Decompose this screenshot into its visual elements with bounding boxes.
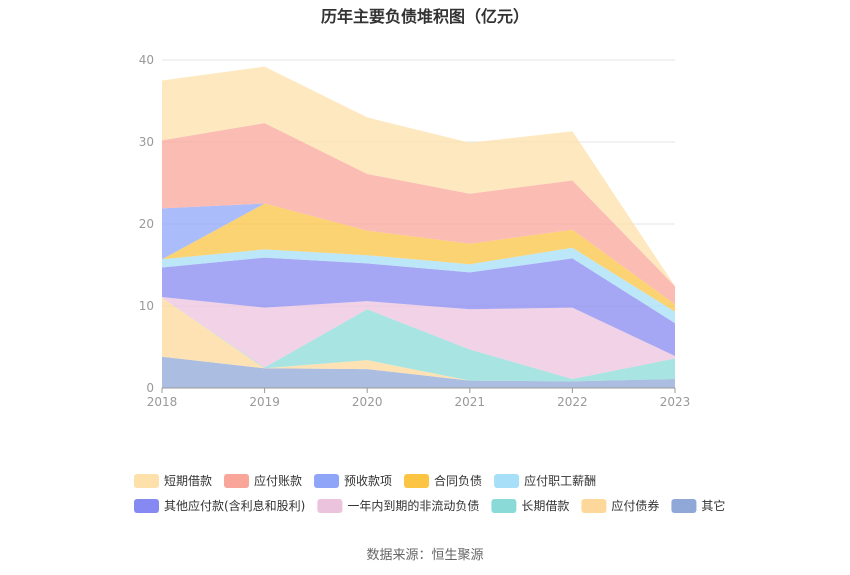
x-tick-label: 2021 — [455, 395, 486, 409]
legend-swatch — [491, 499, 517, 513]
legend-label: 应付职工薪酬 — [524, 473, 596, 488]
legend-label: 其他应付款(含利息和股利) — [164, 498, 305, 513]
area-series-2 — [162, 297, 675, 382]
y-tick-label: 0 — [146, 381, 154, 395]
legend-label: 一年内到期的非流动负债 — [347, 498, 479, 513]
legend-item[interactable]: 应付职工薪酬 — [494, 473, 596, 488]
x-tick-label: 2023 — [660, 395, 691, 409]
legend-item[interactable]: 应付账款 — [224, 473, 302, 488]
legend-swatch — [224, 474, 250, 488]
area-series-3 — [162, 297, 675, 379]
area-series-5 — [162, 247, 675, 324]
legend-label: 其它 — [701, 498, 725, 513]
legend-item[interactable]: 预收款项 — [314, 474, 392, 488]
legend-label: 预收款项 — [344, 474, 392, 488]
area-series-9 — [162, 66, 675, 287]
legend-swatch — [134, 499, 159, 513]
area-series-7 — [162, 203, 675, 305]
y-tick-label: 10 — [139, 299, 154, 313]
legend-label: 应付账款 — [254, 473, 302, 488]
legend-label: 短期借款 — [164, 474, 212, 488]
legend-label: 长期借款 — [521, 499, 569, 513]
legend-swatch — [581, 499, 607, 513]
legend-item[interactable]: 其它 — [671, 498, 725, 513]
chart-title: 历年主要负债堆积图（亿元） — [321, 7, 529, 26]
y-tick-label: 30 — [139, 135, 154, 149]
legend-swatch — [671, 499, 697, 513]
x-tick-label: 2022 — [557, 395, 588, 409]
legend-swatch — [314, 474, 340, 488]
legend-swatch — [494, 474, 520, 488]
area-series-6 — [162, 203, 675, 312]
series-areas — [162, 66, 675, 388]
area-series-0 — [162, 356, 675, 388]
axes: 2018 2019 2020 2021 2022 2023 — [147, 387, 691, 409]
y-tick-label: 40 — [139, 53, 154, 67]
area-series-4 — [162, 257, 675, 356]
legend-swatch — [317, 499, 343, 513]
legend-item[interactable]: 一年内到期的非流动负债 — [317, 498, 479, 513]
legend-item[interactable]: 应付债券 — [581, 498, 659, 513]
legend-label: 应付债券 — [611, 498, 659, 513]
x-tick-label: 2019 — [249, 395, 280, 409]
legend-item[interactable]: 短期借款 — [134, 474, 212, 488]
y-tick-label: 20 — [139, 217, 154, 231]
legend-swatch — [404, 474, 430, 488]
legend-item[interactable]: 长期借款 — [491, 499, 569, 513]
area-series-8 — [162, 123, 675, 305]
legend-label: 合同负债 — [434, 473, 482, 488]
legend-swatch — [134, 474, 159, 488]
x-tick-label: 2018 — [147, 395, 178, 409]
x-tick-label: 2020 — [352, 395, 383, 409]
data-source-note: 数据来源：恒生聚源 — [366, 548, 483, 563]
legend-item[interactable]: 合同负债 — [404, 473, 482, 488]
legend-item[interactable]: 其他应付款(含利息和股利) — [134, 498, 305, 513]
